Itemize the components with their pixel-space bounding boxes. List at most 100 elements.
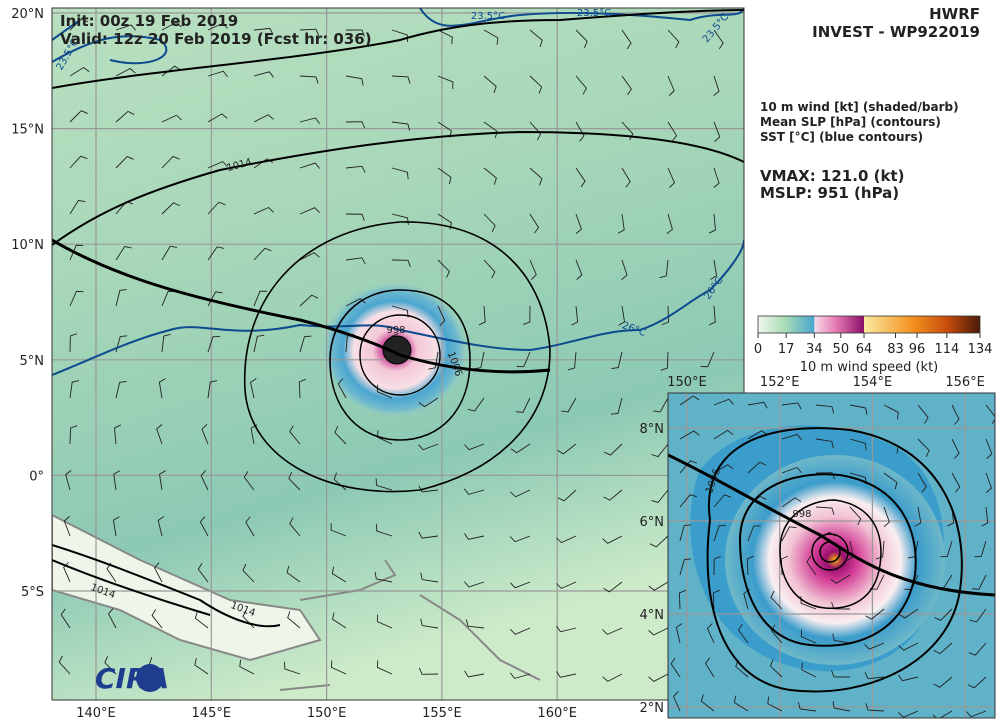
wind-barb (113, 470, 121, 491)
wind-barb (967, 676, 987, 689)
wind-barb (649, 535, 669, 548)
wind-barb (618, 305, 626, 326)
wind-barb (529, 167, 543, 186)
wind-barb (611, 351, 623, 369)
wind-barb (771, 624, 783, 644)
wind-barb (289, 425, 301, 445)
wind-barb (801, 662, 817, 678)
wind-barb (391, 259, 411, 268)
wind-barb (602, 627, 623, 635)
wind-barb (898, 710, 919, 718)
wind-barb (917, 404, 929, 424)
wind-barb (207, 335, 220, 353)
wind-barb (747, 430, 768, 440)
wind-barb (713, 167, 720, 188)
wind-barb (201, 424, 209, 445)
wind-barb (747, 401, 768, 409)
grid (52, 8, 744, 700)
wind-barb (659, 259, 669, 279)
wind-barb (660, 351, 669, 371)
wind-barb (156, 424, 163, 445)
wind-barb (114, 424, 121, 445)
wind-barb (875, 540, 885, 560)
wind-barb (806, 555, 817, 576)
wind-barb (197, 563, 209, 583)
wind-barb (515, 397, 531, 413)
wind-barb (575, 121, 585, 142)
wind-barb (376, 384, 393, 399)
wind-barb (428, 351, 439, 370)
colorbar-tick-label: 50 (833, 342, 850, 357)
wind-barb (974, 540, 987, 558)
wind-barb (575, 167, 586, 188)
wind-barb (781, 466, 802, 474)
wind-barb (253, 27, 274, 35)
wind-barb (437, 259, 450, 278)
wind-barb (69, 290, 84, 307)
wind-barb (675, 623, 683, 644)
wind-barb (418, 397, 439, 408)
slp-label: 998 (792, 509, 811, 520)
wind-barb (617, 213, 625, 234)
logo-globe (136, 664, 164, 692)
wind-barb (298, 378, 306, 399)
wind-barb (679, 460, 698, 474)
wind-barb (418, 667, 439, 675)
slp-contours (52, 9, 744, 628)
colorbar-tick-label: 34 (806, 342, 823, 357)
wind-barb (299, 207, 320, 215)
lon-labels: 140°E 145°E 150°E 155°E 160°E (76, 706, 577, 721)
lat-labels: 20°N 15°N 10°N 5°N 0° 5°S (11, 7, 44, 600)
wind-barb (917, 438, 930, 458)
wind-barb (621, 167, 631, 188)
lat-labels: 8°N 6°N 4°N 2°N (640, 422, 665, 716)
wind-barb (483, 75, 497, 94)
wind-barb (253, 290, 267, 307)
wind-barb (713, 75, 720, 96)
wind-barb (679, 558, 692, 576)
wind-barb (951, 438, 960, 459)
wind-barb (898, 674, 919, 682)
lat-label: 8°N (640, 422, 665, 437)
wind-barb (849, 506, 862, 526)
wind-barb (345, 75, 364, 86)
wind-barb (334, 425, 347, 445)
wind-barb (667, 121, 678, 142)
wind-barb (253, 158, 274, 169)
wind-barb (207, 161, 228, 169)
colorbar-tick-label: 134 (968, 342, 993, 357)
wind-barb (330, 660, 347, 675)
wind-barb (575, 75, 587, 95)
lat-label: 5°S (21, 585, 44, 600)
wind-barb (917, 472, 927, 493)
wind-barb (713, 525, 727, 542)
wind-barb (151, 609, 163, 629)
lat-label: 0° (29, 469, 44, 484)
wind-barb (299, 335, 312, 353)
wind-barb (832, 701, 851, 712)
wind-barb (667, 167, 676, 188)
lon-label: 150°E (667, 375, 707, 390)
inset-frame (667, 392, 996, 719)
wind-barb (516, 351, 531, 368)
wind-barb (376, 614, 393, 629)
wind-barb (700, 351, 715, 368)
wind-barb (420, 618, 439, 629)
wind-barb (242, 563, 255, 583)
lat-label: 6°N (640, 515, 665, 530)
map-frame (51, 7, 745, 701)
wind-barb (115, 156, 134, 169)
wind-barb (849, 438, 867, 451)
lon-label: 160°E (537, 706, 577, 721)
model-name: HWRF (929, 5, 980, 23)
wind-barb (345, 165, 366, 173)
wind-barb (621, 75, 632, 96)
wind-barb (345, 121, 366, 129)
wind-barb (966, 710, 987, 718)
wind-barb (115, 110, 135, 123)
wind-barb (713, 29, 724, 50)
wind-barbs (58, 18, 724, 682)
wind-barb (250, 378, 257, 399)
wind-barb (337, 378, 347, 399)
